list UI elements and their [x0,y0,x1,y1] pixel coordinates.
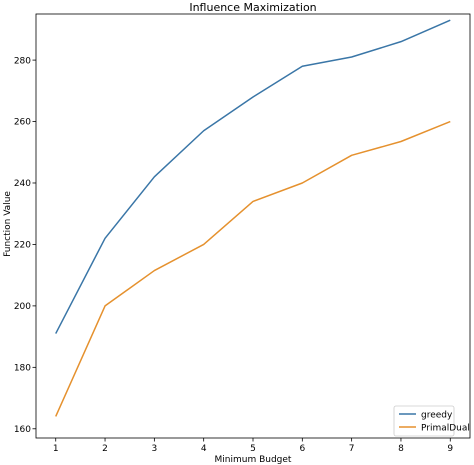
x-tick-label: 1 [53,444,59,454]
x-tick-label: 6 [299,444,305,454]
legend: greedy PrimalDual [393,405,470,437]
y-axis-label: Function Value [3,191,13,257]
x-tick-label: 4 [201,444,207,454]
y-tick-label: 240 [14,179,31,189]
legend-label-greedy: greedy [421,411,453,421]
x-tick-label: 5 [250,444,256,454]
y-axis-ticks: 160 180 200 220 240 260 280 [14,56,36,435]
x-tick-label: 9 [447,444,453,454]
x-tick-label: 3 [151,444,157,454]
legend-label-primaldual: PrimalDual [421,424,470,434]
y-tick-label: 180 [14,364,31,374]
chart-title: Influence Maximization [189,1,316,14]
x-axis-ticks: 1 2 3 4 5 6 7 8 9 [53,438,453,454]
series-line-primaldual [55,120,451,417]
y-tick-label: 260 [14,118,31,128]
y-tick-label: 200 [14,302,31,312]
y-tick-label: 280 [14,56,31,66]
y-tick-label: 160 [14,425,31,435]
series-lines [55,19,451,417]
y-tick-label: 220 [14,241,31,251]
series-line-greedy [55,19,451,334]
x-tick-label: 8 [398,444,404,454]
x-tick-label: 7 [349,444,355,454]
x-tick-label: 2 [102,444,108,454]
plot-area: 1 2 3 4 5 6 7 8 9 160 180 200 220 240 260 280 [14,13,471,454]
x-axis-label: Minimum Budget [215,455,292,465]
